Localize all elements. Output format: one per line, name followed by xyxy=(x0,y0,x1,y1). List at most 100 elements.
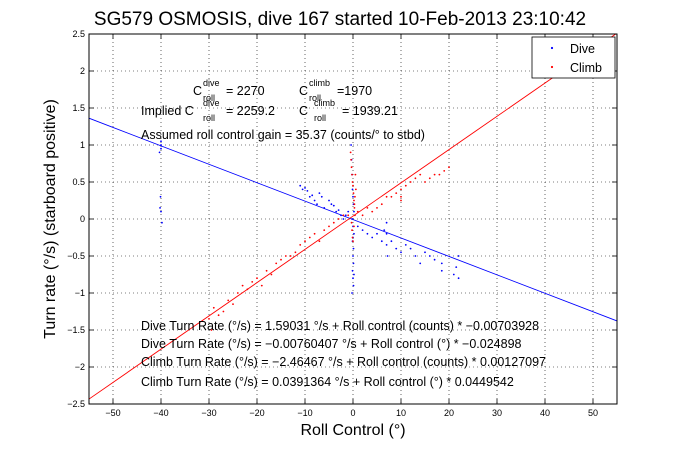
dive-point xyxy=(160,210,162,213)
climb-point xyxy=(424,181,426,183)
x-tick-label: 50 xyxy=(588,408,598,418)
dive-point xyxy=(160,147,162,150)
y-tick-label: 0.5 xyxy=(72,177,85,187)
climb-point xyxy=(227,299,230,302)
dive-point xyxy=(318,192,321,195)
climb-point xyxy=(337,218,340,220)
dive-point xyxy=(455,266,458,268)
climb-point xyxy=(380,203,383,206)
legend-dive-label: Dive xyxy=(570,42,595,56)
dive-point xyxy=(347,210,350,213)
climb-point xyxy=(318,240,321,243)
dive-point xyxy=(376,232,378,235)
climb-point xyxy=(353,199,355,202)
dive-point xyxy=(342,218,345,220)
c-dive-sub: roll xyxy=(203,93,215,103)
legend-box xyxy=(531,36,616,79)
x-tick-label: −20 xyxy=(249,408,264,418)
c-dive-main: C xyxy=(193,84,202,98)
c-climb-sub: roll xyxy=(309,93,321,103)
climb-point xyxy=(404,184,407,187)
climb-point xyxy=(366,207,369,209)
climb-point xyxy=(332,221,335,224)
y-tick-label: −2 xyxy=(75,362,85,372)
x-tick-label: −40 xyxy=(153,408,168,418)
y-tick-label: −1 xyxy=(75,288,85,298)
dive-point xyxy=(440,262,443,265)
dive-point xyxy=(380,240,383,243)
climb-point xyxy=(308,236,311,239)
climb-point xyxy=(400,199,402,202)
dive-point xyxy=(351,269,354,272)
x-tick-label: 10 xyxy=(396,408,406,418)
climb-point xyxy=(354,214,356,217)
x-tick-label: −10 xyxy=(297,408,312,418)
dive-point xyxy=(409,247,412,250)
climb-point xyxy=(323,229,326,232)
assumed-gain: Assumed roll control gain = 35.37 (count… xyxy=(141,128,425,142)
chart-title: SG579 OSMOSIS, dive 167 started 10-Feb-2… xyxy=(94,9,586,30)
dive-point xyxy=(452,273,455,276)
implied-climb-main: C xyxy=(299,104,308,118)
climb-point xyxy=(390,195,393,198)
dive-point xyxy=(440,269,443,272)
fit-text-dive-deg: Dive Turn Rate (°/s) = −0.00760407 °/s +… xyxy=(141,337,522,351)
dive-point xyxy=(160,140,162,143)
dive-point xyxy=(457,255,460,257)
climb-point xyxy=(356,210,359,213)
climb-point xyxy=(353,203,356,206)
climb-point xyxy=(342,214,345,217)
dive-point xyxy=(299,184,302,187)
climb-point xyxy=(443,170,446,172)
dive-point xyxy=(385,244,388,246)
climb-point xyxy=(400,188,402,191)
dive-point xyxy=(352,195,354,198)
dive-point xyxy=(304,187,306,189)
dive-point xyxy=(316,203,318,206)
dive-point xyxy=(308,195,311,198)
dive-point xyxy=(386,255,389,257)
dive-point xyxy=(385,232,388,235)
climb-point xyxy=(361,214,364,217)
dive-point xyxy=(433,258,436,261)
dive-point xyxy=(390,240,393,243)
climb-point xyxy=(414,177,417,180)
climb-point xyxy=(419,173,422,176)
climb-point xyxy=(354,188,357,191)
climb-point xyxy=(246,288,249,291)
climb-point xyxy=(232,303,234,305)
climb-point xyxy=(260,284,263,287)
climb-point xyxy=(284,255,287,257)
dive-point xyxy=(361,229,364,232)
legend-climb-label: Climb xyxy=(570,61,602,75)
dive-point xyxy=(311,194,314,197)
climb-point xyxy=(352,240,354,243)
dive-point xyxy=(419,262,422,265)
climb-point xyxy=(376,207,378,209)
c-climb-val: =1970 xyxy=(337,84,372,98)
implied-dive-val: = 2259.2 xyxy=(226,104,275,118)
dive-point xyxy=(350,144,352,146)
climb-point xyxy=(210,329,213,331)
legend-climb-marker xyxy=(550,65,554,69)
fit-line xyxy=(88,33,617,400)
legend: Dive Climb xyxy=(531,36,616,79)
x-axis-label: Roll Control (°) xyxy=(300,422,405,439)
climb-point xyxy=(433,173,436,176)
annotations: C dive roll = 2270 C climb roll =1970 Im… xyxy=(141,78,546,389)
dive-point xyxy=(404,244,407,246)
c-climb-sup: climb xyxy=(309,78,330,88)
y-tick-label: 1 xyxy=(80,140,85,150)
climb-point xyxy=(354,173,357,176)
y-axis-label: Turn rate (°/s) (starboard positive) xyxy=(42,99,59,339)
climb-point xyxy=(352,192,355,195)
dive-point xyxy=(395,247,398,250)
c-dive-val: = 2270 xyxy=(226,84,265,98)
c-dive-sup: dive xyxy=(203,78,220,88)
legend-dive-marker xyxy=(550,46,554,50)
dive-point xyxy=(352,284,355,287)
dive-point xyxy=(344,214,347,217)
dive-point xyxy=(352,262,355,265)
y-tick-label: −0.5 xyxy=(67,251,85,261)
climb-point xyxy=(280,258,282,261)
